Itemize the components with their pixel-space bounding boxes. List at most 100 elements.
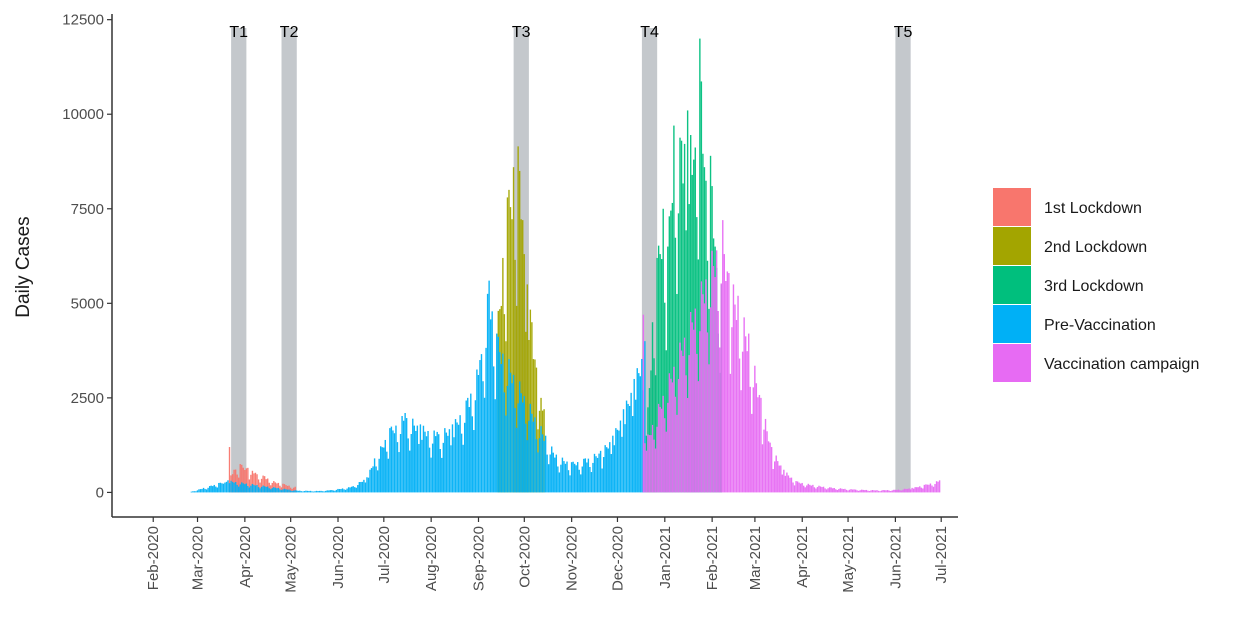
x-tick-label: Apr-2020 bbox=[237, 526, 254, 588]
daily-bar bbox=[509, 372, 512, 493]
daily-bar bbox=[688, 204, 690, 493]
daily-bar bbox=[547, 464, 550, 493]
daily-bar bbox=[237, 486, 240, 493]
daily-bar bbox=[693, 329, 695, 493]
daily-bar bbox=[357, 485, 359, 493]
daily-bar bbox=[222, 483, 225, 493]
daily-bar bbox=[639, 376, 641, 493]
daily-bar bbox=[566, 461, 568, 493]
daily-bar bbox=[665, 431, 667, 493]
daily-bar bbox=[318, 490, 321, 493]
daily-bar bbox=[799, 483, 802, 493]
daily-bar bbox=[627, 403, 629, 493]
daily-bar bbox=[460, 433, 463, 493]
daily-bar bbox=[280, 487, 283, 493]
daily-bar bbox=[586, 462, 588, 493]
daily-bar bbox=[665, 350, 667, 493]
daily-bar bbox=[292, 487, 295, 493]
daily-bar bbox=[467, 397, 469, 493]
daily-bar bbox=[598, 453, 600, 493]
daily-bar bbox=[370, 468, 373, 493]
daily-bar bbox=[886, 490, 889, 493]
daily-bar bbox=[786, 472, 788, 493]
daily-bar bbox=[447, 435, 449, 493]
daily-bar bbox=[688, 355, 690, 493]
daily-bar bbox=[667, 246, 669, 493]
period-band-t2 bbox=[281, 27, 297, 493]
daily-bar bbox=[830, 487, 832, 493]
daily-bar bbox=[534, 417, 536, 493]
daily-bar bbox=[486, 293, 489, 493]
daily-bar bbox=[555, 454, 558, 493]
daily-bar bbox=[245, 468, 248, 493]
daily-bar bbox=[660, 259, 663, 493]
daily-bar bbox=[848, 489, 851, 493]
daily-bar bbox=[445, 432, 448, 493]
daily-bar bbox=[815, 488, 817, 493]
daily-bar bbox=[473, 430, 475, 493]
daily-bar bbox=[677, 378, 680, 493]
daily-bar bbox=[517, 403, 519, 493]
y-tick-labels: 0 2500 5000 7500 10000 12500 bbox=[62, 12, 104, 502]
daily-bar bbox=[673, 366, 675, 493]
daily-bar bbox=[659, 254, 661, 493]
daily-bar bbox=[508, 359, 510, 493]
daily-bar bbox=[260, 478, 263, 493]
daily-bar bbox=[882, 490, 884, 493]
daily-bar bbox=[909, 489, 912, 493]
daily-bar bbox=[433, 430, 435, 493]
daily-bar bbox=[525, 331, 527, 493]
daily-bar bbox=[807, 483, 809, 493]
daily-bar bbox=[453, 437, 455, 493]
daily-bar bbox=[906, 488, 909, 493]
daily-bar bbox=[819, 486, 822, 493]
daily-bar bbox=[396, 442, 399, 493]
daily-bar bbox=[560, 464, 562, 493]
daily-bar bbox=[256, 474, 258, 493]
daily-bar bbox=[251, 483, 254, 493]
daily-bar bbox=[288, 489, 290, 493]
daily-bar bbox=[522, 220, 524, 493]
daily-bar bbox=[528, 420, 530, 493]
daily-bar bbox=[731, 327, 733, 493]
daily-bar bbox=[369, 469, 371, 493]
daily-bar bbox=[372, 466, 374, 493]
daily-bar bbox=[728, 273, 730, 493]
daily-bar bbox=[265, 479, 267, 493]
daily-bar bbox=[570, 462, 573, 493]
daily-bar bbox=[923, 484, 926, 493]
daily-bar bbox=[245, 483, 248, 493]
daily-bar bbox=[418, 443, 420, 493]
daily-bar bbox=[593, 453, 596, 493]
daily-bar bbox=[421, 439, 423, 493]
y-tick-label: 7500 bbox=[71, 201, 104, 218]
daily-bar bbox=[273, 487, 275, 493]
daily-bar bbox=[715, 250, 718, 493]
daily-bar bbox=[260, 486, 263, 493]
daily-bar bbox=[427, 431, 429, 493]
daily-bar bbox=[416, 425, 419, 493]
period-label-t2: T2 bbox=[280, 24, 299, 41]
daily-bar bbox=[239, 484, 241, 493]
daily-bar bbox=[306, 490, 309, 493]
daily-bar bbox=[686, 110, 689, 493]
daily-bar bbox=[268, 488, 270, 493]
daily-bar bbox=[315, 490, 318, 493]
daily-bar bbox=[354, 487, 356, 493]
daily-bar bbox=[454, 419, 457, 493]
daily-bar bbox=[683, 337, 686, 493]
daily-bar bbox=[657, 403, 660, 493]
daily-bar bbox=[364, 482, 367, 493]
daily-bar bbox=[196, 490, 199, 493]
legend-label: Vaccination campaign bbox=[1044, 356, 1199, 373]
daily-bar bbox=[751, 413, 753, 493]
daily-bar bbox=[841, 488, 843, 493]
daily-bar bbox=[525, 423, 527, 493]
daily-bar bbox=[793, 485, 796, 493]
daily-bar bbox=[190, 491, 193, 493]
daily-bar bbox=[280, 490, 283, 493]
daily-bar bbox=[341, 488, 344, 493]
daily-bar bbox=[650, 370, 652, 493]
daily-bar bbox=[891, 490, 893, 493]
daily-bar bbox=[242, 483, 244, 493]
